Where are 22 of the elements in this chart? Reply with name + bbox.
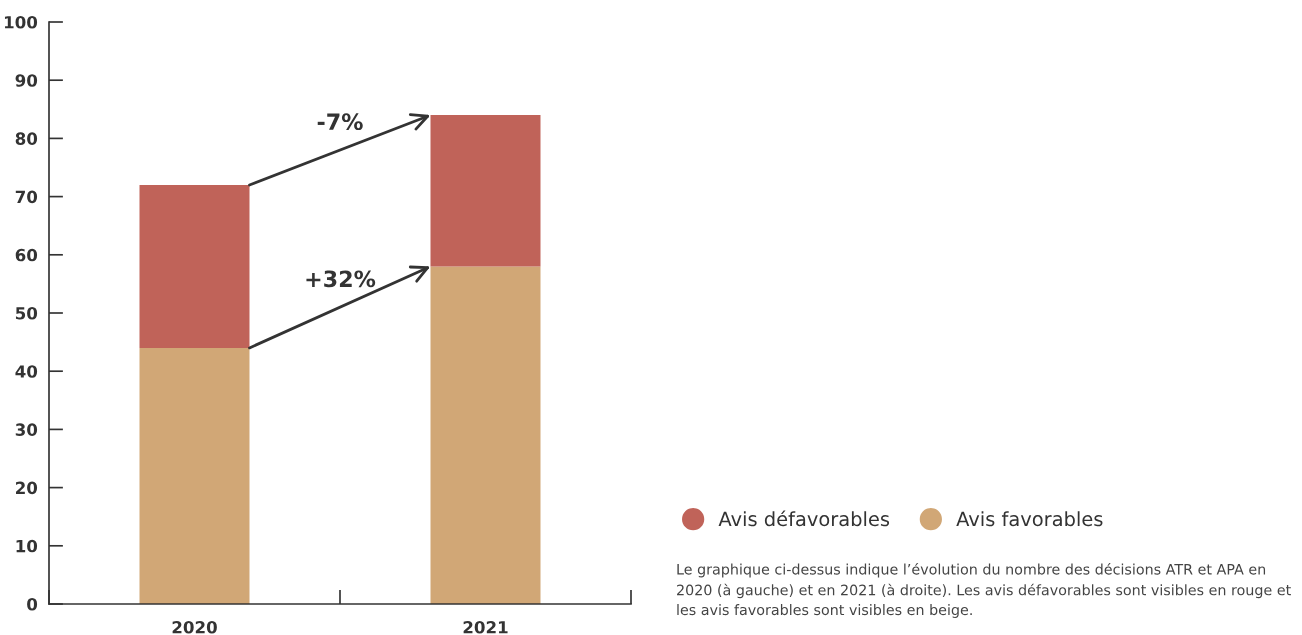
y-tick-label: 90 — [15, 74, 38, 87]
text: Le graphique ci-dessus indique l’évolution du nombre des décisions ATR et APA en 2020 (à gauche) et en 2021 (à droite). Les avis défavorables sont visibles en rouge et les avis favorables sont visibles en beige. — [677, 563, 1291, 618]
y-tick-label: 0 — [27, 597, 38, 611]
bar — [139, 347, 250, 604]
y-tick-label: 30 — [15, 423, 38, 436]
y-tick-label: 50 — [15, 306, 38, 320]
y-tick-label: 60 — [15, 248, 38, 262]
y-tick-label: 40 — [15, 365, 38, 378]
bar — [430, 266, 541, 604]
legend-label: Avis favorables — [956, 511, 1103, 527]
y-tick-label: 20 — [16, 481, 38, 495]
x-tick-label: 2020 — [172, 620, 217, 634]
y-tick-label: 10 — [16, 539, 38, 553]
y-tick-label: 100 — [4, 15, 38, 29]
x-tick-label: 2021 — [463, 620, 508, 634]
bar — [430, 115, 541, 267]
annotation: +32% — [306, 270, 376, 288]
y-tick-label: 70 — [15, 190, 38, 204]
legend-label: Avis défavorables — [718, 510, 890, 527]
bar — [139, 184, 250, 348]
annotation: -7% — [317, 113, 363, 131]
y-tick-label: 80 — [15, 132, 38, 145]
